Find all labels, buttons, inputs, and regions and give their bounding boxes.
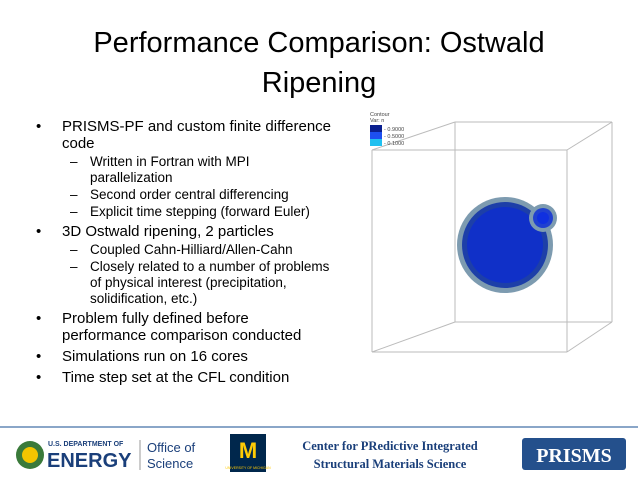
legend-var: Var: n bbox=[370, 118, 384, 124]
sub-bullet-text: Written in Fortran with MPI bbox=[90, 154, 250, 169]
sub-bullet-text: solidification, etc.) bbox=[90, 291, 197, 306]
sub-marker: – bbox=[70, 187, 78, 202]
sub-bullet-text: parallelization bbox=[90, 170, 173, 185]
sub-bullet-text: of physical interest (precipitation, bbox=[90, 275, 287, 290]
bullet-marker: • bbox=[36, 348, 41, 365]
doe-main: ENERGY bbox=[47, 450, 132, 472]
bullet-text: 3D Ostwald ripening, 2 particles bbox=[62, 223, 274, 240]
bullet-text: PRISMS-PF and custom finite difference bbox=[62, 118, 331, 135]
bullet-list: • PRISMS-PF and custom finite differencec… bbox=[36, 118, 331, 386]
legend: Contour Var: n - 0.9000 - 0.5000 - 0.100… bbox=[370, 112, 404, 147]
office: Office of bbox=[147, 440, 196, 455]
sub-bullet-text: Second order central differencing bbox=[90, 187, 289, 202]
center: Center for PRedictive Integrated bbox=[302, 439, 478, 453]
sub-marker: – bbox=[70, 242, 78, 257]
bullet-text: Time step set at the CFL condition bbox=[62, 369, 289, 386]
office: Science bbox=[147, 456, 193, 471]
sub-marker: – bbox=[70, 259, 78, 274]
bullet-text: code bbox=[62, 135, 95, 152]
center: Structural Materials Science bbox=[314, 457, 467, 471]
sub-marker: – bbox=[70, 204, 78, 219]
svg-text:M: M bbox=[239, 438, 257, 463]
legend-level: - 0.1000 bbox=[384, 141, 404, 147]
simulation-render bbox=[371, 121, 613, 353]
bullet-text: performance comparison conducted bbox=[62, 327, 301, 344]
doe-top: U.S. DEPARTMENT OF bbox=[48, 441, 124, 448]
umich: UNIVERSITY OF MICHIGAN bbox=[225, 466, 271, 470]
bullet-marker: • bbox=[36, 223, 41, 240]
sub-bullet-text: Coupled Cahn-Hilliard/Allen-Cahn bbox=[90, 242, 293, 257]
bullet-marker: • bbox=[36, 369, 41, 386]
prisms-logo: PRISMS bbox=[536, 445, 612, 467]
sub-marker: – bbox=[70, 154, 78, 169]
sub-bullet-text: Closely related to a number of problems bbox=[90, 259, 330, 274]
legend-level: - 0.9000 bbox=[384, 127, 404, 133]
bullet-marker: • bbox=[36, 310, 41, 327]
bullet-text: Problem fully defined before bbox=[62, 310, 249, 327]
bullet-text: Simulations run on 16 cores bbox=[62, 348, 248, 365]
legend-title: Contour bbox=[370, 112, 390, 118]
title-line: Performance Comparison: Ostwald bbox=[93, 27, 544, 59]
sub-bullet-text: Explicit time stepping (forward Euler) bbox=[90, 204, 310, 219]
bullet-marker: • bbox=[36, 118, 41, 135]
footer: U.S. DEPARTMENT OF ENERGY Office of Scie… bbox=[16, 434, 626, 472]
legend-level: - 0.5000 bbox=[384, 134, 404, 140]
title-line: Ripening bbox=[262, 67, 376, 99]
